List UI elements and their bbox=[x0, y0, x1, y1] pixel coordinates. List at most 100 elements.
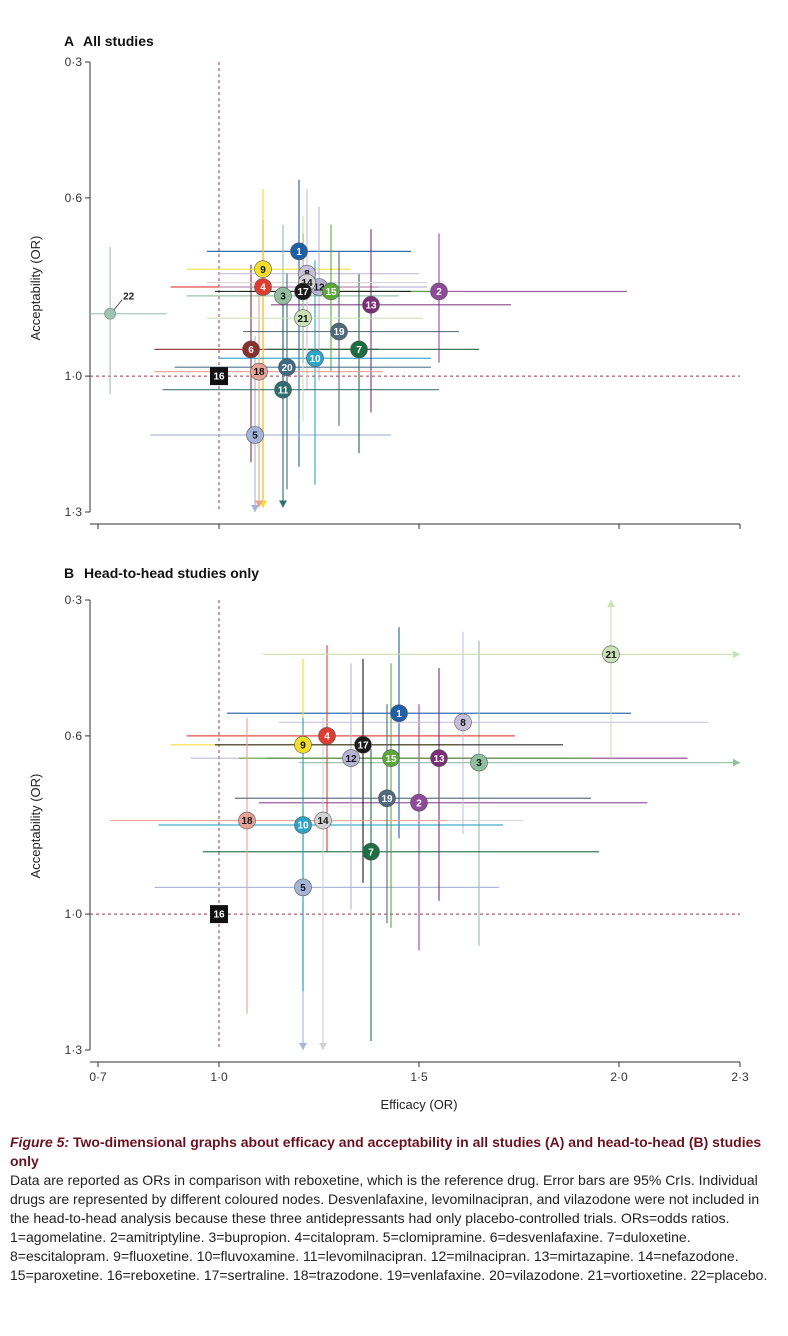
panel-b-node-marker-7 bbox=[362, 842, 380, 861]
panel-b-node-8: 8 bbox=[454, 713, 472, 732]
panel-a-node-marker-6 bbox=[242, 340, 260, 359]
panel-a-node-label-4: 4 bbox=[260, 283, 266, 294]
panel-a-node-19: 19 bbox=[330, 322, 348, 341]
panel-b-node-5: 5 bbox=[294, 878, 312, 897]
panel-b-arrow-right-21 bbox=[733, 650, 740, 659]
panel-b-y-tick-label: 0·6 bbox=[65, 729, 83, 743]
panel-a-arrow-down-18 bbox=[255, 500, 263, 508]
caption-body: Data are reported as ORs in comparison w… bbox=[10, 1172, 768, 1283]
panel-b-node-label-21: 21 bbox=[605, 650, 617, 661]
panel-a-arrow-down-5 bbox=[251, 505, 259, 512]
panel-b-node-label-1: 1 bbox=[396, 709, 402, 720]
panel-a-node-label-2: 2 bbox=[436, 287, 442, 298]
panel-b-node-marker-2 bbox=[410, 793, 428, 812]
panel-b-node-label-8: 8 bbox=[460, 718, 466, 729]
panel-a-node-4: 4 bbox=[254, 278, 272, 296]
panel-a-node-marker-7 bbox=[350, 340, 368, 359]
panel-a-node-2: 2 bbox=[430, 282, 448, 301]
panel-b-title: B Head-to-head studies only bbox=[64, 565, 259, 581]
panel-a-node-3: 3 bbox=[274, 287, 292, 305]
panel-b-node-3: 3 bbox=[470, 753, 488, 772]
panel-b-x-tick-label: 1·0 bbox=[210, 1070, 228, 1084]
panel-b-node-16: 16 bbox=[210, 905, 228, 924]
panel-a-node-marker-10 bbox=[306, 349, 324, 368]
panel-a-title: A All studies bbox=[64, 33, 154, 49]
caption-heading: Figure 5: Two-dimensional graphs about e… bbox=[10, 1133, 780, 1171]
panel-a-node-marker-17 bbox=[294, 282, 312, 301]
panel-b-error-bars bbox=[110, 600, 740, 1050]
panel-b-node-marker-1 bbox=[390, 704, 408, 723]
caption-title: Two-dimensional graphs about efficacy an… bbox=[10, 1134, 762, 1169]
panel-b-node-marker-17 bbox=[354, 736, 372, 754]
panel-a-node-label-19: 19 bbox=[333, 327, 345, 338]
panel-b-node-marker-14 bbox=[314, 811, 332, 830]
panel-a-node-marker-20 bbox=[278, 358, 296, 376]
panel-b-node-label-19: 19 bbox=[381, 794, 393, 805]
panel-b-node-marker-5 bbox=[294, 878, 312, 897]
panel-b-node-marker-12 bbox=[342, 749, 360, 767]
panel-a-ylabel: Acceptability (OR) bbox=[28, 236, 43, 341]
panel-a-node-marker-15 bbox=[322, 282, 340, 301]
panel-b-x-tick-label: 2·3 bbox=[731, 1070, 749, 1084]
panel-a-node-marker-21 bbox=[294, 309, 312, 327]
panel-a-node-label-18: 18 bbox=[253, 367, 265, 378]
panel-b-node-marker-3 bbox=[470, 753, 488, 772]
panel-a-node-label-15: 15 bbox=[325, 287, 337, 298]
panel-b-node-marker-8 bbox=[454, 713, 472, 732]
panel-b-node-label-3: 3 bbox=[476, 758, 482, 769]
panel-a-y-tick-label: 1·3 bbox=[65, 505, 83, 519]
panel-a-node-10: 10 bbox=[306, 349, 324, 368]
panel-a-node-marker-11 bbox=[274, 380, 292, 399]
panel-a-node-label-5: 5 bbox=[252, 431, 258, 442]
panel-b-arrow-down-5 bbox=[299, 1043, 307, 1050]
panel-a-node-label-16: 16 bbox=[213, 372, 225, 383]
panel-a-node-marker-22 bbox=[104, 307, 116, 320]
panel-a-node-label-1: 1 bbox=[296, 247, 302, 258]
panel-a-node-7: 7 bbox=[350, 340, 368, 359]
panel-a-y-tick-label: 0·6 bbox=[65, 191, 83, 205]
panel-a-node-label-6: 6 bbox=[248, 345, 254, 356]
panel-a-node-1: 1 bbox=[290, 242, 308, 261]
panel-a-node-marker-1 bbox=[290, 242, 308, 261]
panel-b-node-9: 9 bbox=[294, 736, 312, 754]
panel-b-node-17: 17 bbox=[354, 736, 372, 754]
panel-b-x-tick-label: 2·0 bbox=[610, 1070, 628, 1084]
panel-b-node-label-12: 12 bbox=[345, 754, 357, 765]
panel-b-y-tick-label: 1·3 bbox=[65, 1043, 83, 1057]
panel-b-node-label-4: 4 bbox=[324, 732, 330, 743]
panel-a-node-marker-19 bbox=[330, 322, 348, 341]
panel-a-node-marker-13 bbox=[362, 296, 380, 314]
panel-b-node-12: 12 bbox=[342, 749, 360, 767]
panel-b-node-marker-18 bbox=[238, 811, 256, 830]
panel-b-node-marker-19 bbox=[378, 789, 396, 808]
panel-a-node-label-20: 20 bbox=[281, 363, 293, 374]
panel-b-y-tick-label: 0·3 bbox=[65, 593, 83, 607]
panel-b-node-label-10: 10 bbox=[297, 821, 309, 832]
panel-a-node-label-13: 13 bbox=[365, 300, 377, 311]
panel-a-node-15: 15 bbox=[322, 282, 340, 301]
panel-b-node-label-5: 5 bbox=[300, 883, 306, 894]
panel-b-arrow-up-21 bbox=[607, 600, 615, 607]
panel-b-node-18: 18 bbox=[238, 811, 256, 830]
panel-a-node-label-21: 21 bbox=[297, 314, 309, 325]
panel-a-node-13: 13 bbox=[362, 296, 380, 314]
panel-b-node-label-2: 2 bbox=[416, 798, 422, 809]
panel-b-node-label-13: 13 bbox=[433, 754, 445, 765]
panel-a-node-16: 16 bbox=[210, 367, 228, 386]
panel-b-node-15: 15 bbox=[382, 749, 400, 767]
panel-b-arrow-down-14 bbox=[319, 1043, 327, 1050]
panel-b-node-label-18: 18 bbox=[241, 816, 253, 827]
panel-b-node-label-7: 7 bbox=[368, 847, 374, 858]
panel-a: A All studies Acceptability (OR) 0·3 0·6 1… bbox=[28, 33, 741, 529]
panel-a-letter: A bbox=[64, 33, 74, 49]
panel-a-node-21: 21 bbox=[294, 309, 312, 327]
panel-b-node-13: 13 bbox=[430, 749, 448, 767]
panel-a-node-marker-2 bbox=[430, 282, 448, 301]
panel-a-node-marker-5 bbox=[246, 426, 264, 444]
panel-a-node-9: 9 bbox=[254, 260, 272, 278]
panel-b-node-marker-13 bbox=[430, 749, 448, 767]
panel-b-node-marker-21 bbox=[602, 645, 620, 664]
panel-a-node-label-3: 3 bbox=[280, 292, 286, 303]
